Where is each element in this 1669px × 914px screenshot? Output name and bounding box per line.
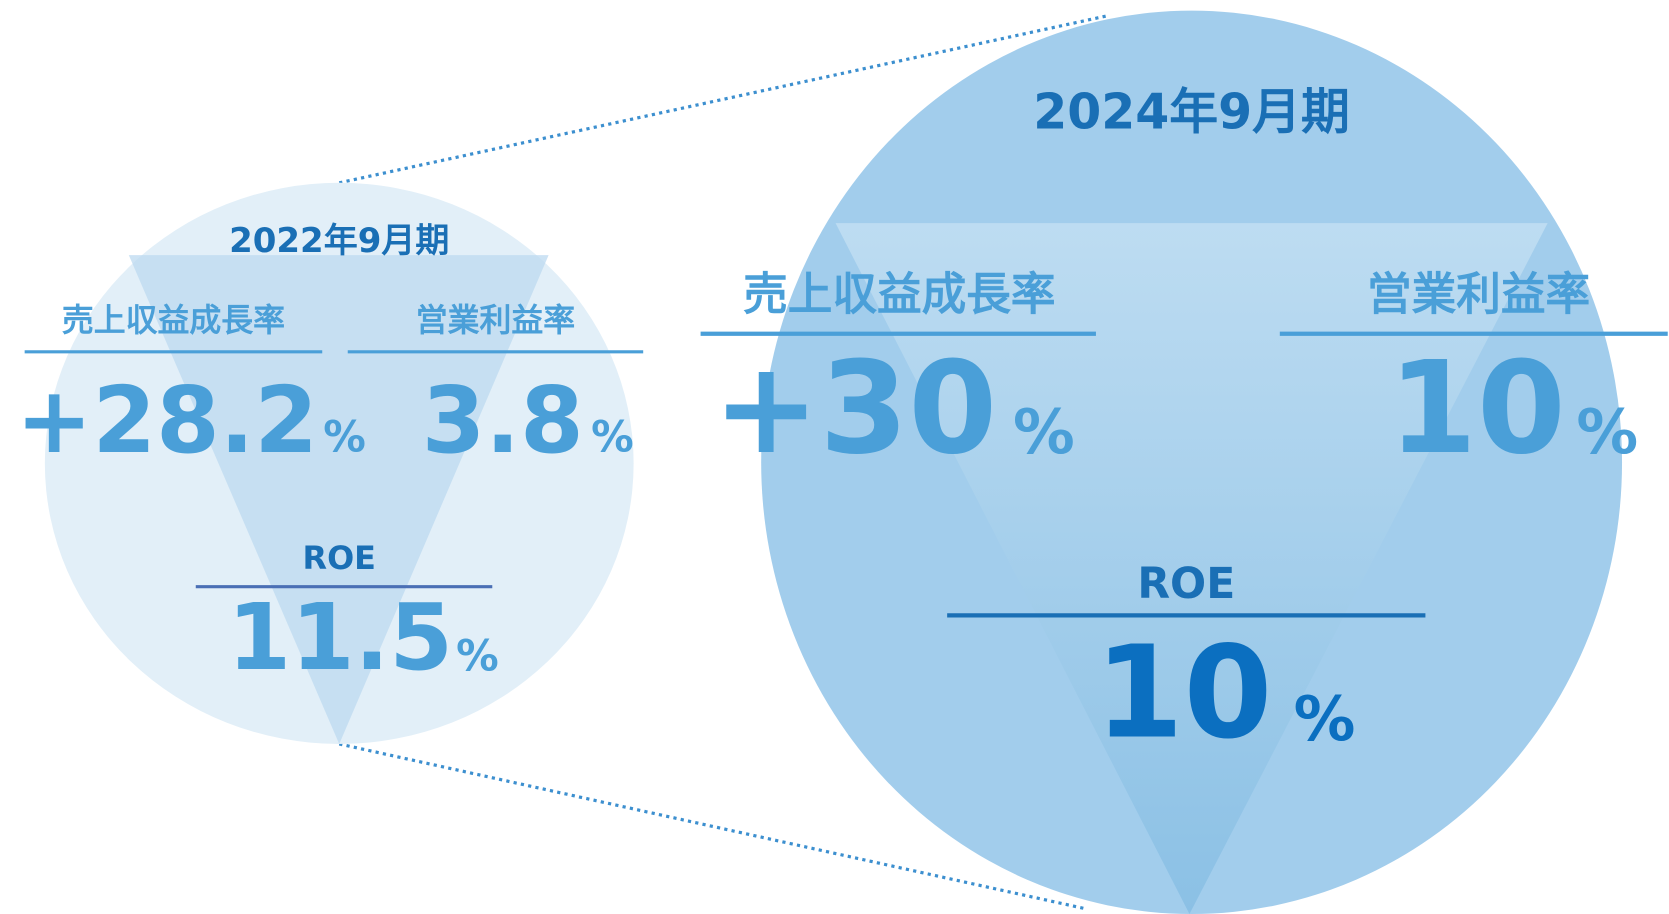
metric-value: +28.2 [16, 367, 318, 474]
triangle [128, 255, 549, 744]
connector [338, 742, 1086, 911]
metric-unit: % [1013, 396, 1075, 468]
metric-unit: % [1294, 683, 1356, 755]
metric-unit: % [591, 413, 634, 462]
metric-label: 営業利益率 [1367, 269, 1590, 321]
metric-value: 3.8 [422, 367, 584, 474]
triangle [835, 223, 1548, 914]
metric-label: 売上収益成長率 [62, 301, 285, 339]
title: 2022年9月期 [229, 221, 449, 261]
metric-value: 10 [1095, 620, 1272, 768]
metric-unit: % [323, 413, 366, 462]
metric-label: ROE [303, 539, 376, 577]
metric-unit: % [456, 632, 499, 681]
title: 2024年9月期 [1033, 83, 1350, 140]
metric-value: 10 [1388, 335, 1565, 483]
metric-label: 売上収益成長率 [743, 269, 1055, 321]
metric-unit: % [1576, 396, 1638, 468]
metric-label: 営業利益率 [416, 301, 575, 339]
metric-value: +30 [713, 335, 997, 483]
metric-value: 11.5 [227, 584, 452, 691]
metric-label: ROE [1137, 560, 1235, 609]
